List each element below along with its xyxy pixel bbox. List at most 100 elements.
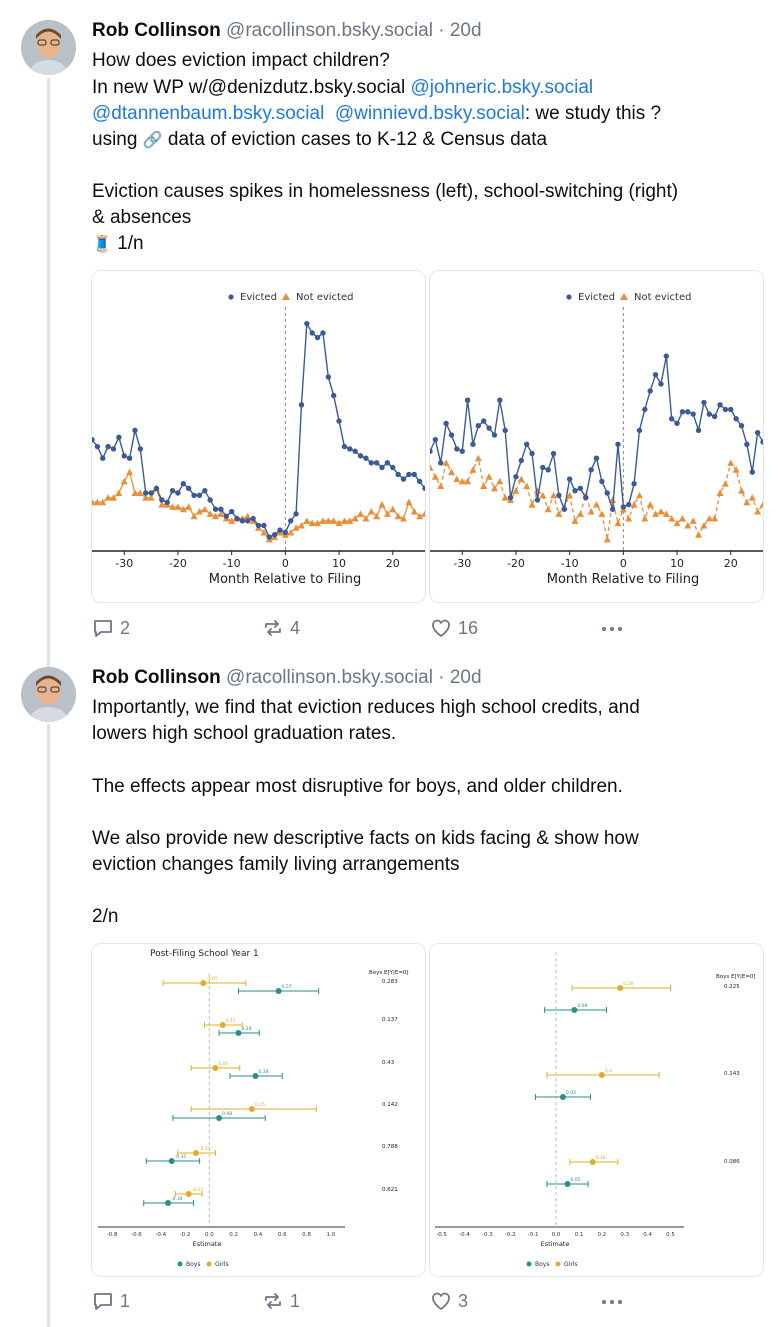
author-name[interactable]: Rob Collinson <box>92 20 221 41</box>
not-evicted-point <box>485 473 493 480</box>
evicted-point <box>690 411 696 417</box>
image-left-coefficient-plot[interactable]: Post-Filing School Year 1 Boys E[Y|E=0] 0.… <box>91 943 426 1277</box>
link-emoji-icon: 🔗 <box>142 132 163 149</box>
not-evicted-point <box>169 503 177 510</box>
evicted-point <box>288 518 294 524</box>
not-evicted-point <box>206 510 214 517</box>
repost-button[interactable]: 1 <box>262 1290 300 1312</box>
x-tick-label: -0.2 <box>505 1232 516 1238</box>
like-button[interactable]: 3 <box>430 1290 468 1312</box>
legend-marker-evicted <box>566 294 572 300</box>
right-column-value: 0.283 <box>382 979 398 985</box>
not-evicted-point <box>469 466 477 473</box>
evicted-point <box>609 506 616 512</box>
estimate-row-girls: 0.16 <box>569 1155 619 1165</box>
evicted-point <box>271 532 278 538</box>
chart-legend: Evicted Not evicted <box>566 292 691 303</box>
not-evicted-point <box>335 519 343 527</box>
line-chart-homelessness: Evicted Not evicted -30 -20 -10 0 10 20 Month Re… <box>92 292 425 587</box>
not-evicted-point <box>158 501 166 508</box>
not-evicted-point <box>673 519 681 527</box>
x-tick-label: 0.2 <box>229 1232 238 1238</box>
legend-marker-not-evicted <box>620 293 628 300</box>
author-name[interactable]: Rob Collinson <box>92 667 221 688</box>
evicted-point <box>695 427 702 434</box>
avatar-photo-icon <box>21 667 76 722</box>
estimate-row-girls: 0.28 <box>571 981 672 991</box>
not-evicted-point <box>587 508 595 515</box>
evicted-point <box>604 490 610 496</box>
post-time[interactable]: 20d <box>449 667 482 688</box>
repost-button[interactable]: 4 <box>262 617 300 639</box>
post-header: Rob Collinson @racollinson.bsky.social ·… <box>92 20 482 42</box>
evicted-point <box>223 513 229 519</box>
evicted-point <box>282 529 289 536</box>
point-estimate <box>200 980 207 986</box>
more-options-button[interactable] <box>600 619 624 639</box>
reply-button[interactable]: 2 <box>92 617 130 639</box>
mention-link[interactable]: @dtannenbaum.bsky.social <box>92 103 325 124</box>
estimate-row-boys: -0.34 <box>143 1196 195 1206</box>
not-evicted-point <box>244 512 252 520</box>
post-time[interactable]: 20d <box>449 20 482 41</box>
mention-link[interactable]: @johneric.bsky.social <box>410 77 594 98</box>
evicted-point <box>169 487 176 494</box>
evicted-point <box>330 392 337 399</box>
estimate-row-girls: -0.05 <box>162 976 247 986</box>
author-avatar[interactable] <box>21 667 76 722</box>
line-chart-school-switching: Evicted Not evicted -30 -20 -10 0 10 20 Month Re… <box>430 292 763 587</box>
like-button[interactable]: 16 <box>430 617 478 639</box>
post-text-line: The effects appear most disruptive for b… <box>92 774 623 800</box>
evicted-point <box>400 476 407 482</box>
point-estimate <box>275 988 282 994</box>
evicted-point <box>663 353 670 359</box>
x-tick-label: 0 <box>282 557 289 570</box>
image-right-school-switching[interactable]: Evicted Not evicted -30 -20 -10 0 10 20 Month Re… <box>429 270 764 603</box>
not-evicted-point <box>576 510 584 517</box>
x-axis-title: Estimate <box>193 1240 222 1248</box>
reply-button[interactable]: 1 <box>92 1290 130 1312</box>
not-evicted-point <box>260 528 268 536</box>
not-evicted-point <box>437 482 445 490</box>
right-column-value: 0.788 <box>382 1144 398 1150</box>
evicted-point <box>422 485 425 492</box>
evicted-point <box>733 416 739 422</box>
not-evicted-point <box>512 487 520 494</box>
image-right-coefficient-plot[interactable]: Boys E[Y|E=0] 0.225 0.143 0.086 -0.5 -0.4 -0.3… <box>429 943 764 1277</box>
not-evicted-point <box>228 517 236 524</box>
image-left-homelessness[interactable]: Evicted Not evicted -30 -20 -10 0 10 20 Month Re… <box>91 270 426 603</box>
not-evicted-series-line <box>430 456 763 540</box>
author-handle[interactable]: @racollinson.bsky.social <box>226 667 433 688</box>
evicted-point <box>116 434 122 441</box>
not-evicted-point <box>378 501 386 508</box>
evicted-point <box>545 467 551 473</box>
author-avatar[interactable] <box>21 20 76 75</box>
not-evicted-point <box>550 491 558 499</box>
evicted-point <box>164 499 170 505</box>
not-evicted-point <box>185 503 193 510</box>
post-text: 2/n <box>92 906 119 927</box>
evicted-point <box>416 478 423 485</box>
x-tick-label: -0.4 <box>459 1232 470 1238</box>
author-handle[interactable]: @racollinson.bsky.social <box>226 20 433 41</box>
evicted-point <box>368 460 374 466</box>
estimate-label: -0.34 <box>171 1196 183 1202</box>
point-estimate <box>168 1158 175 1164</box>
not-evicted-point <box>115 489 123 496</box>
evicted-point <box>475 423 482 429</box>
more-options-button[interactable] <box>600 1292 624 1312</box>
x-tick-label: -0.1 <box>528 1232 539 1238</box>
estimate-row-boys: 0.08 <box>544 1003 607 1013</box>
not-evicted-point <box>738 487 746 494</box>
x-tick-label: 0.4 <box>254 1232 263 1238</box>
repost-count: 4 <box>290 617 301 638</box>
post-text-line: eviction changes family living arrangeme… <box>92 852 460 878</box>
post-text: In new WP w/@denizdutz.bsky.social <box>92 77 411 98</box>
evicted-point <box>191 492 197 499</box>
evicted-point <box>126 455 133 461</box>
evicted-point <box>432 436 439 443</box>
mention-link[interactable]: @winnievd.bsky.social <box>334 103 525 124</box>
evicted-point <box>121 453 127 459</box>
post-text: 1/n <box>111 233 144 254</box>
evicted-point <box>534 497 541 503</box>
